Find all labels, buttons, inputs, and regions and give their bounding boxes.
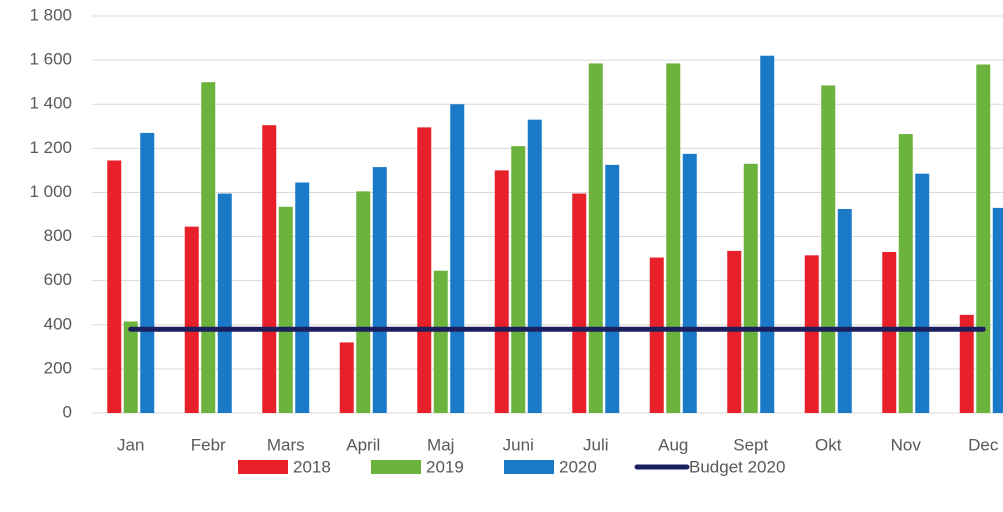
bar [356, 191, 371, 413]
bar [107, 160, 122, 413]
legend-label: 2020 [559, 457, 597, 476]
bar [898, 133, 913, 413]
bar [649, 257, 664, 413]
bar [882, 251, 897, 413]
x-tick-label: Maj [427, 435, 454, 454]
bar [262, 125, 277, 414]
bar [682, 153, 697, 413]
y-tick-label: 800 [44, 226, 72, 245]
x-tick-label: Jan [117, 435, 144, 454]
bar [992, 207, 1003, 413]
bar [295, 182, 310, 413]
y-tick-label: 1 200 [29, 138, 72, 157]
bar [727, 250, 742, 413]
bar [339, 342, 354, 413]
legend-label: 2018 [293, 457, 331, 476]
y-tick-label: 400 [44, 314, 72, 333]
x-tick-label: Juni [503, 435, 534, 454]
bar [605, 164, 620, 413]
bar [588, 63, 603, 414]
y-tick-label: 0 [63, 402, 72, 421]
bar [821, 85, 836, 413]
x-tick-label: Mars [267, 435, 305, 454]
bar [450, 104, 465, 413]
x-tick-label: Sept [733, 435, 768, 454]
x-tick-label: Okt [815, 435, 842, 454]
bar [433, 270, 448, 413]
bar [527, 119, 542, 414]
bar [976, 64, 991, 414]
legend-swatch [371, 460, 421, 474]
y-tick-label: 1 800 [29, 5, 72, 24]
legend-swatch [504, 460, 554, 474]
y-tick-label: 1 000 [29, 182, 72, 201]
bar [494, 170, 509, 413]
y-tick-label: 1 400 [29, 94, 72, 113]
legend-label: 2019 [426, 457, 464, 476]
x-tick-label: Dec [968, 435, 999, 454]
bar [837, 208, 852, 413]
y-tick-label: 1 600 [29, 50, 72, 69]
bar [760, 55, 775, 413]
bar [959, 314, 974, 413]
y-tick-label: 200 [44, 358, 72, 377]
bar [372, 167, 387, 413]
bar [278, 206, 293, 413]
bar [417, 127, 432, 413]
bar [804, 255, 819, 413]
bar [511, 146, 526, 413]
x-tick-label: April [346, 435, 380, 454]
bar [217, 193, 232, 413]
x-tick-label: Febr [191, 435, 226, 454]
bar [572, 193, 587, 413]
bar [184, 226, 199, 413]
bar [201, 82, 216, 414]
y-tick-label: 600 [44, 270, 72, 289]
legend-label: Budget 2020 [689, 457, 785, 476]
legend-swatch [238, 460, 288, 474]
x-tick-label: Aug [658, 435, 688, 454]
bar [666, 63, 681, 414]
bar [915, 173, 930, 413]
bar [743, 163, 758, 413]
bar [123, 321, 138, 413]
bar [140, 132, 155, 413]
x-tick-label: Nov [891, 435, 922, 454]
x-tick-label: Juli [583, 435, 609, 454]
